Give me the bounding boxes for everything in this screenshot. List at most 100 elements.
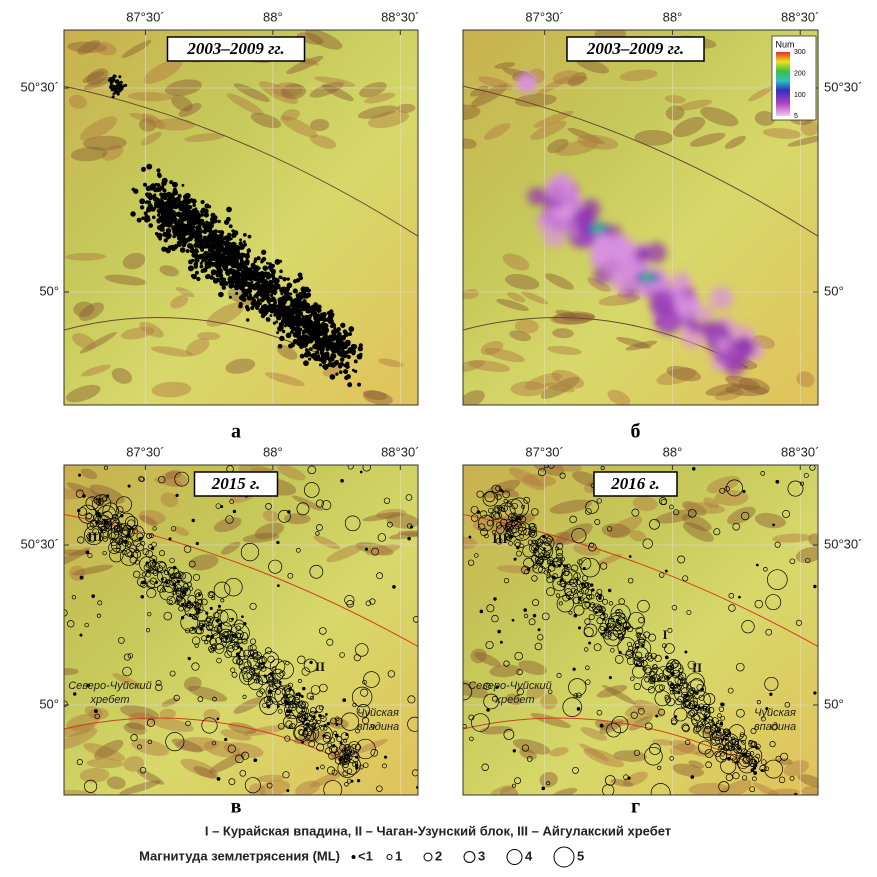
epicenter — [326, 346, 329, 349]
panel-title: 2003–2009 гг. — [186, 39, 284, 58]
epicenter — [665, 570, 667, 572]
density-blob — [636, 246, 651, 261]
epicenter — [261, 250, 266, 255]
epicenter — [202, 230, 205, 233]
epicenter — [298, 292, 302, 296]
epicenter — [192, 627, 194, 629]
epicenter — [261, 272, 265, 276]
map-area — [448, 454, 829, 805]
density-blob — [673, 271, 690, 288]
epicenter — [169, 538, 171, 540]
epicenter — [295, 300, 298, 303]
x-tick-label: 88°30´ — [381, 9, 419, 24]
epicenter — [322, 331, 328, 337]
epicenter — [233, 510, 236, 513]
epicenter — [276, 311, 280, 315]
epicenter — [302, 301, 307, 306]
epicenter — [139, 198, 145, 204]
epicenter — [173, 198, 176, 201]
epicenter — [246, 318, 249, 321]
caption: I – Курайская впадина, II – Чаган-Узунск… — [205, 823, 671, 838]
colorbar-tick: 300 — [794, 49, 806, 56]
epicenter — [318, 346, 323, 351]
x-tick-label: 88°30´ — [381, 444, 419, 459]
epicenter — [494, 598, 497, 601]
epicenter — [280, 292, 283, 295]
epicenter — [282, 313, 288, 319]
epicenter — [86, 551, 89, 554]
epicenter — [573, 668, 576, 671]
epicenter — [685, 651, 687, 653]
epicenter — [139, 537, 142, 540]
epicenter — [234, 270, 240, 276]
colorbar-tick: 200 — [794, 71, 806, 78]
epicenter — [323, 734, 326, 737]
epicenter — [581, 583, 583, 585]
density-blob — [727, 339, 751, 363]
epicenter — [275, 259, 281, 265]
epicenter — [480, 610, 483, 613]
epicenter — [770, 693, 773, 696]
epicenter — [235, 292, 238, 295]
epicenter — [179, 218, 183, 222]
epicenter — [337, 342, 342, 347]
epicenter — [182, 184, 185, 187]
epicenter — [257, 291, 262, 296]
epicenter — [335, 373, 338, 376]
colorbar-title: Num — [775, 39, 794, 49]
epicenter — [704, 715, 707, 718]
epicenter — [255, 278, 259, 282]
map-label: Чуйская — [754, 707, 796, 719]
epicenter — [159, 226, 162, 229]
epicenter — [211, 262, 216, 267]
map-area — [64, 25, 418, 407]
epicenter — [339, 758, 342, 761]
epicenter — [270, 297, 276, 303]
epicenter — [338, 364, 342, 368]
epicenter — [628, 777, 631, 780]
epicenter — [269, 314, 272, 317]
epicenter — [189, 245, 192, 248]
epicenter — [286, 277, 289, 280]
density-peak — [641, 275, 655, 281]
epicenter — [141, 217, 144, 220]
epicenter — [216, 619, 219, 622]
epicenter — [217, 220, 220, 223]
epicenter — [220, 231, 224, 235]
epicenter — [357, 383, 361, 387]
epicenter — [287, 789, 289, 791]
panel-title: 2015 г. — [211, 474, 261, 493]
epicenter — [302, 324, 307, 329]
epicenter — [344, 363, 347, 366]
epicenter — [626, 627, 629, 630]
epicenter — [568, 598, 570, 600]
epicenter — [514, 558, 516, 560]
epicenter — [118, 87, 121, 90]
epicenter — [266, 681, 268, 683]
epicenter — [227, 242, 231, 246]
epicenter — [113, 85, 116, 88]
epicenter — [360, 471, 362, 473]
epicenter — [220, 279, 225, 284]
epicenter — [278, 344, 283, 349]
epicenter — [305, 308, 311, 314]
epicenter — [162, 178, 168, 184]
epicenter — [267, 275, 271, 279]
epicenter — [217, 248, 222, 253]
epicenter — [218, 273, 223, 278]
map-panel: 2003–2009 гг.87°30´88°88°30´50°30´50°а — [21, 9, 420, 442]
epicenter — [241, 286, 244, 289]
epicenter — [280, 276, 283, 279]
epicenter — [203, 236, 207, 240]
epicenter — [322, 365, 326, 369]
epicenter — [301, 290, 306, 295]
density-blob — [545, 175, 572, 202]
density-blob — [517, 73, 537, 93]
density-blob — [689, 321, 702, 334]
legend-symbol — [464, 852, 475, 863]
epicenter — [299, 328, 303, 332]
epicenter — [287, 510, 290, 513]
epicenter — [196, 277, 200, 281]
epicenter — [162, 189, 166, 193]
epicenter — [295, 311, 301, 317]
